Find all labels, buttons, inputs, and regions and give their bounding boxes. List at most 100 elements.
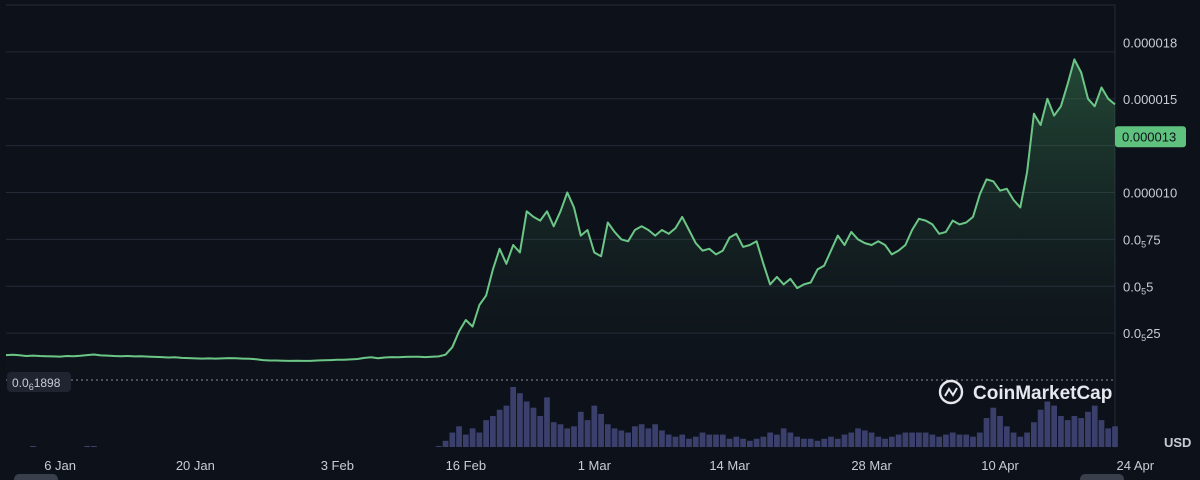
volume-bar <box>530 407 537 447</box>
volume-bar <box>767 432 774 447</box>
volume-bar <box>571 426 577 447</box>
volume-bar <box>659 430 665 447</box>
volume-bar <box>848 432 855 447</box>
volume-bar <box>929 434 936 447</box>
volume-bar <box>774 434 780 447</box>
volume-bar <box>490 415 496 447</box>
volume-bar <box>604 424 611 447</box>
volume-bar <box>780 428 787 447</box>
volume-bar <box>861 430 868 447</box>
volume-bar <box>692 436 699 447</box>
price-line <box>5 58 1116 362</box>
volume-bar <box>679 434 686 447</box>
volume-bar <box>753 438 760 447</box>
volume-bar <box>611 428 618 447</box>
y-tick-label: 0.055 <box>1123 279 1153 296</box>
y-tick-label: 0.000010 <box>1123 186 1177 201</box>
volume-bar <box>922 432 929 447</box>
volume-bar <box>983 418 990 447</box>
y-axis: 0.0525 0.055 0.0575 0.000010 0.000015 0.00001… <box>1123 36 1177 344</box>
x-tick-label: 24 Apr <box>1116 458 1154 473</box>
volume-bar <box>645 428 652 447</box>
volume-bar <box>814 440 821 447</box>
volume-bar <box>435 445 442 447</box>
volume-bar <box>875 436 882 447</box>
volume-bar <box>909 432 916 447</box>
volume-bar <box>746 440 753 447</box>
volume-bar <box>584 420 591 447</box>
volume-bar <box>902 432 909 447</box>
volume-bar <box>625 432 631 447</box>
y-tick-label: 0.000018 <box>1123 36 1177 51</box>
volume-bar <box>1064 420 1071 447</box>
volume-bar <box>976 432 983 447</box>
volume-bar <box>476 432 483 447</box>
volume-bar <box>828 436 834 447</box>
x-tick-label: 14 Mar <box>709 458 750 473</box>
volume-bar <box>557 424 564 447</box>
x-tick-label: 6 Jan <box>44 458 76 473</box>
volume-bar <box>970 436 976 447</box>
volume-bar <box>1098 420 1105 447</box>
x-axis: 6 Jan 20 Jan 3 Feb 16 Feb 1 Mar 14 Mar 28 Mar 1… <box>44 458 1155 473</box>
volume-bars <box>30 387 1118 447</box>
svg-text:0.061898: 0.061898 <box>12 376 61 392</box>
volume-bar <box>760 436 767 447</box>
volume-bar <box>868 432 875 447</box>
volume-bar <box>841 434 848 447</box>
volume-bar <box>84 445 91 447</box>
volume-bar <box>442 440 449 447</box>
volume-bar <box>949 432 956 447</box>
volume-bar <box>706 434 713 447</box>
volume-bar <box>943 434 949 447</box>
volume-bar <box>652 424 659 447</box>
volume-bar <box>598 413 604 447</box>
volume-bar <box>1085 411 1091 447</box>
volume-bar <box>1091 405 1098 447</box>
volume-bar <box>483 420 489 447</box>
range-scroll-handle-right[interactable] <box>1080 474 1124 480</box>
currency-label: USD <box>1164 435 1191 450</box>
volume-bar <box>997 415 1003 447</box>
volume-bar <box>1017 436 1024 447</box>
volume-bar <box>855 428 861 447</box>
volume-bar <box>632 426 638 447</box>
price-area <box>6 59 1115 381</box>
volume-bar <box>834 438 841 447</box>
volume-bar <box>577 411 584 447</box>
x-tick-label: 16 Feb <box>446 458 486 473</box>
volume-bar <box>888 436 895 447</box>
volume-bar <box>713 434 719 447</box>
volume-bar <box>990 407 997 447</box>
volume-bar <box>1024 432 1030 447</box>
volume-bar <box>544 397 550 447</box>
volume-bar <box>523 401 530 447</box>
volume-bar <box>672 436 679 447</box>
volume-bar <box>936 436 943 447</box>
x-tick-label: 10 Apr <box>981 458 1019 473</box>
x-tick-label: 3 Feb <box>321 458 354 473</box>
volume-bar <box>564 428 571 447</box>
volume-bar <box>821 438 828 447</box>
volume-bar <box>733 436 740 447</box>
start-price-label: 0.061898 <box>7 372 71 392</box>
range-scroll-handle[interactable] <box>14 474 58 480</box>
volume-bar <box>30 445 36 447</box>
volume-bar <box>456 426 462 447</box>
x-tick-label: 20 Jan <box>176 458 215 473</box>
volume-bar <box>462 434 469 447</box>
volume-bar <box>916 432 922 447</box>
volume-bar <box>1078 418 1085 447</box>
volume-bar <box>1037 409 1044 447</box>
current-price-value: 0.000013 <box>1122 129 1176 144</box>
grid-lines <box>6 4 1116 448</box>
volume-bar <box>1010 432 1017 447</box>
volume-bar <box>807 438 814 447</box>
volume-bar <box>1071 415 1078 447</box>
volume-bar <box>638 424 645 447</box>
volume-bar <box>726 438 733 447</box>
volume-bar <box>503 405 510 447</box>
volume-bar <box>1112 426 1118 447</box>
y-tick-label: 0.0575 <box>1123 232 1161 249</box>
